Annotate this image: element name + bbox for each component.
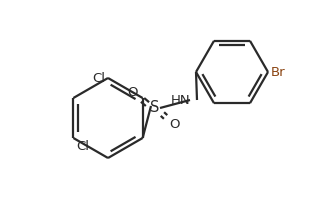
Text: Cl: Cl bbox=[76, 140, 89, 153]
Text: O: O bbox=[128, 85, 138, 99]
Text: S: S bbox=[150, 101, 160, 115]
Text: Cl: Cl bbox=[92, 71, 105, 85]
Text: HN: HN bbox=[170, 94, 190, 106]
Text: Br: Br bbox=[271, 65, 286, 78]
Text: O: O bbox=[170, 118, 180, 131]
